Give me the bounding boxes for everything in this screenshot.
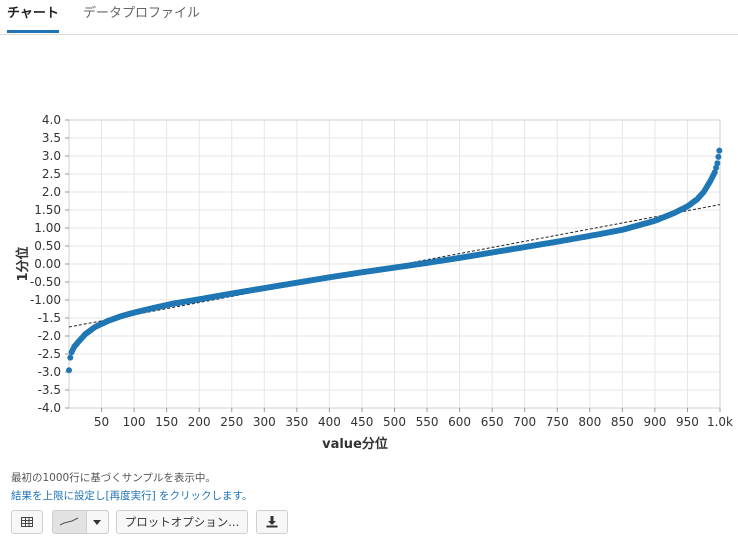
x-tick-label: 600 bbox=[448, 415, 471, 429]
x-tick-label: 500 bbox=[383, 415, 406, 429]
y-tick-label: 0.00 bbox=[34, 257, 61, 271]
x-tick-label: 250 bbox=[220, 415, 243, 429]
y-tick-label: 4.0 bbox=[42, 113, 61, 127]
download-button[interactable] bbox=[256, 510, 288, 534]
caret-down-icon bbox=[93, 519, 102, 525]
tab-chart[interactable]: チャート bbox=[7, 6, 59, 33]
y-axis-ticks: 4.0 3.5 3.0 2.5 2.0 1.50 1.00 0.50 0.00 -0.50 -1.0… bbox=[30, 113, 69, 415]
data-point bbox=[66, 367, 72, 374]
x-tick-label: 100 bbox=[123, 415, 146, 429]
y-tick-label: -3.0 bbox=[38, 365, 61, 379]
y-tick-label: -2.5 bbox=[38, 347, 61, 361]
y-tick-label: -2.0 bbox=[38, 329, 61, 343]
chart-thumbnail-icon bbox=[60, 517, 79, 526]
x-tick-label: 150 bbox=[155, 415, 178, 429]
y-tick-label: -1.00 bbox=[30, 293, 61, 307]
table-icon bbox=[21, 517, 33, 527]
plot-options-button[interactable]: プロットオプション... bbox=[116, 510, 248, 534]
x-tick-label: 450 bbox=[350, 415, 373, 429]
y-tick-label: -4.0 bbox=[38, 401, 61, 415]
y-tick-label: 3.0 bbox=[42, 149, 61, 163]
y-tick-label: -3.5 bbox=[38, 383, 61, 397]
tab-bar: チャート データプロファイル bbox=[0, 0, 738, 35]
x-tick-label: 750 bbox=[546, 415, 569, 429]
x-tick-label: 400 bbox=[318, 415, 341, 429]
x-tick-label: 200 bbox=[188, 415, 211, 429]
y-axis-title: 1分位 bbox=[15, 246, 31, 281]
chart-type-thumb[interactable] bbox=[53, 511, 87, 533]
grid-lines bbox=[69, 119, 721, 409]
x-tick-label: 850 bbox=[611, 415, 634, 429]
y-tick-label: 1.00 bbox=[34, 221, 61, 235]
x-tick-label: 300 bbox=[253, 415, 276, 429]
x-tick-label: 800 bbox=[578, 415, 601, 429]
y-tick-label: 2.0 bbox=[42, 185, 61, 199]
data-point bbox=[67, 354, 74, 361]
table-view-button[interactable] bbox=[11, 510, 43, 534]
y-tick-label: 3.5 bbox=[42, 131, 61, 145]
x-axis-title: value分位 bbox=[322, 436, 388, 452]
x-tick-label: 650 bbox=[481, 415, 504, 429]
qq-plot-chart: 4.0 3.5 3.0 2.5 2.0 1.50 1.00 0.50 0.00 -0.50 -1.0… bbox=[15, 113, 733, 452]
data-points bbox=[66, 147, 723, 374]
x-tick-label: 900 bbox=[643, 415, 666, 429]
download-icon bbox=[266, 516, 278, 528]
x-tick-label: 350 bbox=[285, 415, 308, 429]
data-point bbox=[711, 169, 718, 176]
data-point bbox=[713, 164, 720, 171]
data-point bbox=[715, 153, 722, 160]
x-axis-ticks: 50 100 150 200 250 300 350 400 450 500 550 600 650 70… bbox=[94, 408, 733, 429]
y-tick-label: 0.50 bbox=[34, 239, 61, 253]
x-tick-label: 700 bbox=[513, 415, 536, 429]
y-tick-label: 1.50 bbox=[34, 203, 61, 217]
sample-notice: 最初の1000行に基づくサンプルを表示中。 bbox=[11, 472, 216, 484]
y-tick-label: 2.5 bbox=[42, 167, 61, 181]
chart-type-dropdown[interactable] bbox=[86, 511, 108, 533]
chart-type-button[interactable] bbox=[52, 510, 109, 534]
rerun-link[interactable]: 結果を上限に設定し[再度実行] をクリックします。 bbox=[11, 490, 253, 502]
y-tick-label: -0.50 bbox=[30, 275, 61, 289]
x-tick-label: 1.0k bbox=[707, 415, 733, 429]
data-point bbox=[714, 160, 721, 167]
x-tick-label: 50 bbox=[94, 415, 109, 429]
data-point bbox=[716, 147, 723, 154]
y-tick-label: -1.5 bbox=[38, 311, 61, 325]
tab-data-profile[interactable]: データプロファイル bbox=[83, 6, 201, 21]
x-tick-label: 550 bbox=[416, 415, 439, 429]
x-tick-label: 950 bbox=[676, 415, 699, 429]
